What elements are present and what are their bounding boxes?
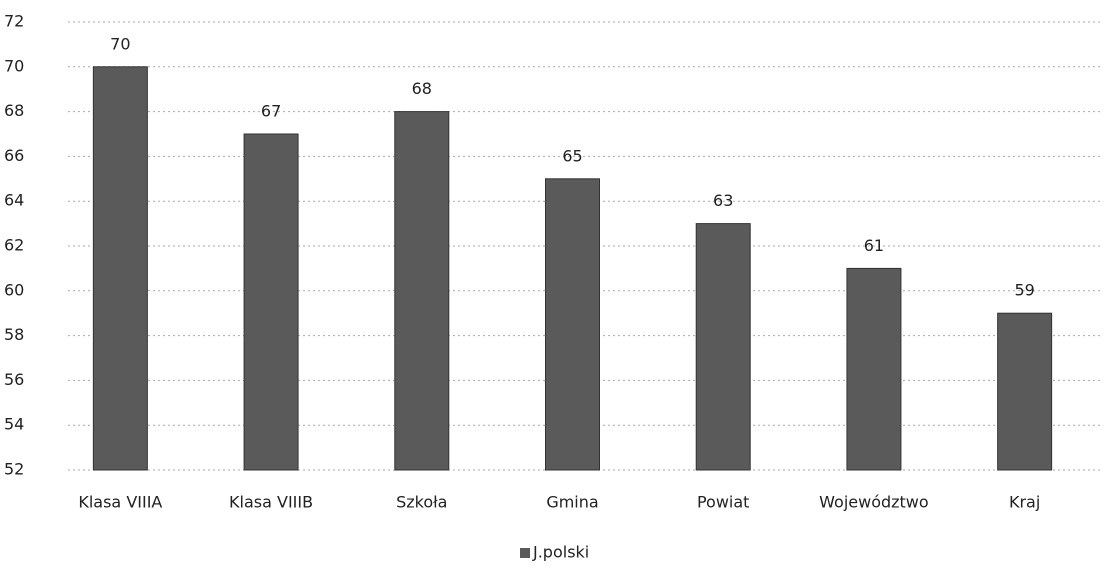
bar xyxy=(394,111,450,471)
x-tick-label: Gmina xyxy=(546,493,598,512)
data-label: 68 xyxy=(412,79,432,98)
x-tick-label: Klasa VIIIA xyxy=(78,493,162,512)
x-tick-label: Szkoła xyxy=(396,493,447,512)
y-tick-label: 60 xyxy=(4,280,24,299)
bar xyxy=(997,312,1053,471)
y-tick-label: 64 xyxy=(4,191,24,210)
legend-label: J.polski xyxy=(532,543,589,562)
data-label: 61 xyxy=(864,236,884,255)
data-label: 67 xyxy=(261,102,281,121)
data-label: 59 xyxy=(1014,281,1034,300)
bar xyxy=(695,223,751,471)
bar xyxy=(92,66,148,471)
y-tick-label: 62 xyxy=(4,236,24,255)
x-tick-label: Kraj xyxy=(1009,493,1040,512)
y-tick-label: 66 xyxy=(4,146,24,165)
data-label: 65 xyxy=(562,146,582,165)
x-tick-label: Klasa VIIIB xyxy=(229,493,313,512)
data-label: 63 xyxy=(713,191,733,210)
y-tick-label: 72 xyxy=(4,12,24,31)
bar xyxy=(545,178,600,471)
y-tick-label: 68 xyxy=(4,101,24,120)
y-tick-label: 56 xyxy=(4,370,24,389)
x-tick-label: Powiat xyxy=(697,493,749,512)
bar xyxy=(846,267,902,471)
y-tick-label: 54 xyxy=(4,415,24,434)
y-tick-label: 52 xyxy=(4,460,24,479)
y-tick-label: 58 xyxy=(4,325,24,344)
legend-swatch xyxy=(520,548,530,558)
bar xyxy=(243,133,299,471)
data-label: 70 xyxy=(110,34,130,53)
x-tick-label: Województwo xyxy=(819,493,929,512)
y-tick-label: 70 xyxy=(4,56,24,75)
